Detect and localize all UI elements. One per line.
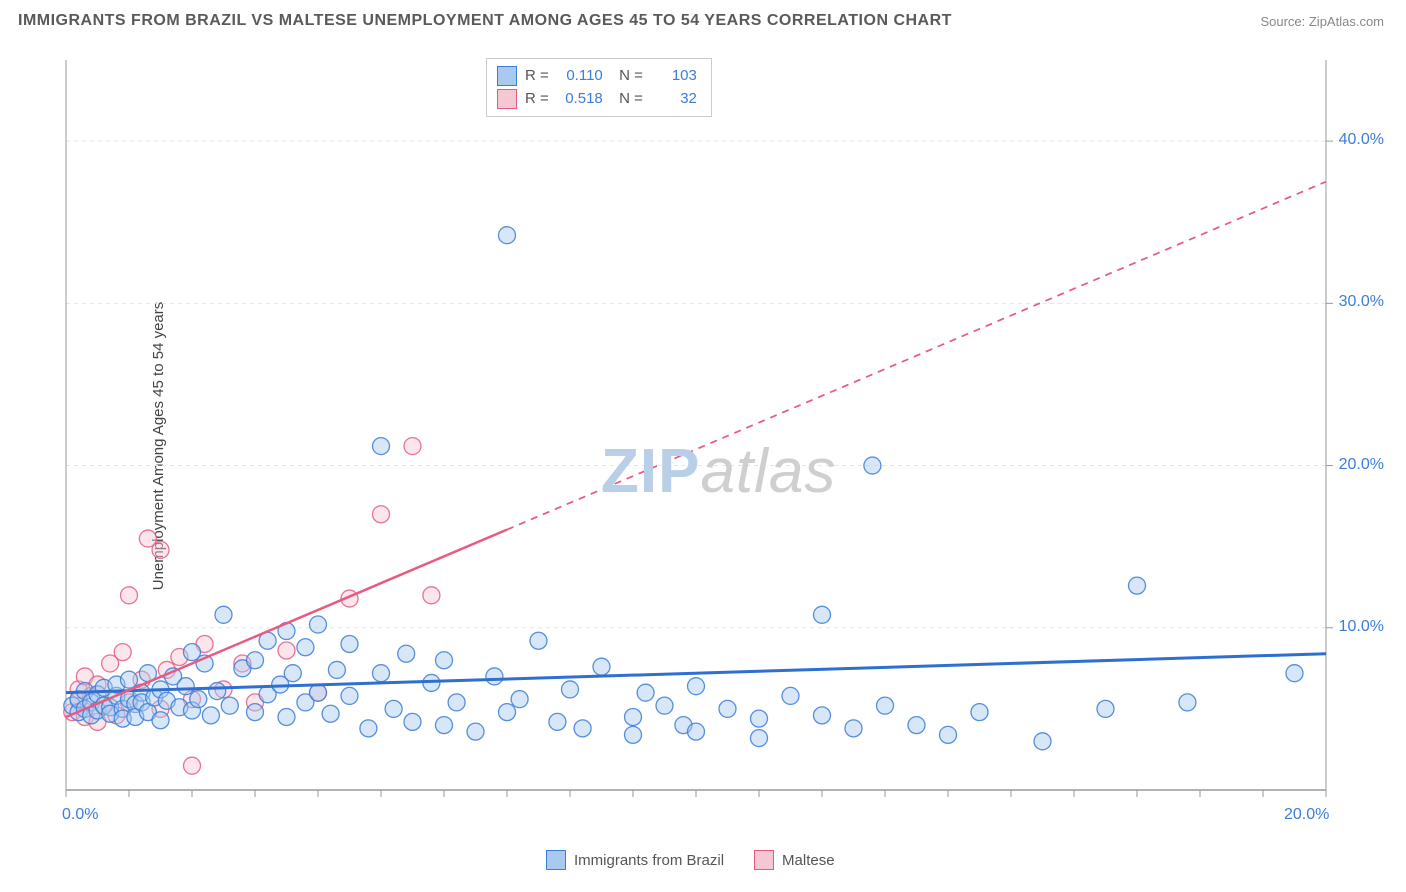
y-tick-label: 10.0%: [1339, 618, 1384, 636]
legend-r-value: 0.518: [557, 88, 603, 111]
y-tick-label: 30.0%: [1339, 293, 1384, 311]
series-legend-item: Immigrants from Brazil: [546, 850, 724, 870]
y-tick-label: 40.0%: [1339, 131, 1384, 149]
legend-r-label: R =: [525, 65, 549, 88]
legend-correlation-row: R = 0.110 N = 103: [497, 65, 697, 88]
legend-n-value: 103: [651, 65, 697, 88]
legend-n-label: N =: [611, 65, 643, 88]
chart-title: IMMIGRANTS FROM BRAZIL VS MALTESE UNEMPL…: [18, 12, 952, 30]
x-tick-label: 20.0%: [1284, 806, 1329, 824]
legend-swatch: [497, 66, 517, 86]
series-legend-label: Maltese: [782, 852, 835, 869]
legend-n-value: 32: [651, 88, 697, 111]
legend-r-value: 0.110: [557, 65, 603, 88]
legend-swatch: [754, 850, 774, 870]
legend-correlation-row: R = 0.518 N = 32: [497, 88, 697, 111]
legend-r-label: R =: [525, 88, 549, 111]
source-attribution: Source: ZipAtlas.com: [1260, 14, 1384, 29]
legend-swatch: [497, 89, 517, 109]
y-tick-label: 20.0%: [1339, 456, 1384, 474]
x-tick-label: 0.0%: [62, 806, 98, 824]
scatter-chart: [56, 50, 1386, 830]
series-legend-label: Immigrants from Brazil: [574, 852, 724, 869]
legend-n-label: N =: [611, 88, 643, 111]
correlation-legend: R = 0.110 N = 103R = 0.518 N = 32: [486, 58, 712, 117]
legend-swatch: [546, 850, 566, 870]
plot-area: ZIPatlas R = 0.110 N = 103R = 0.518 N = …: [56, 50, 1386, 830]
series-legend-item: Maltese: [754, 850, 835, 870]
series-legend: Immigrants from Brazil Maltese: [546, 850, 835, 870]
